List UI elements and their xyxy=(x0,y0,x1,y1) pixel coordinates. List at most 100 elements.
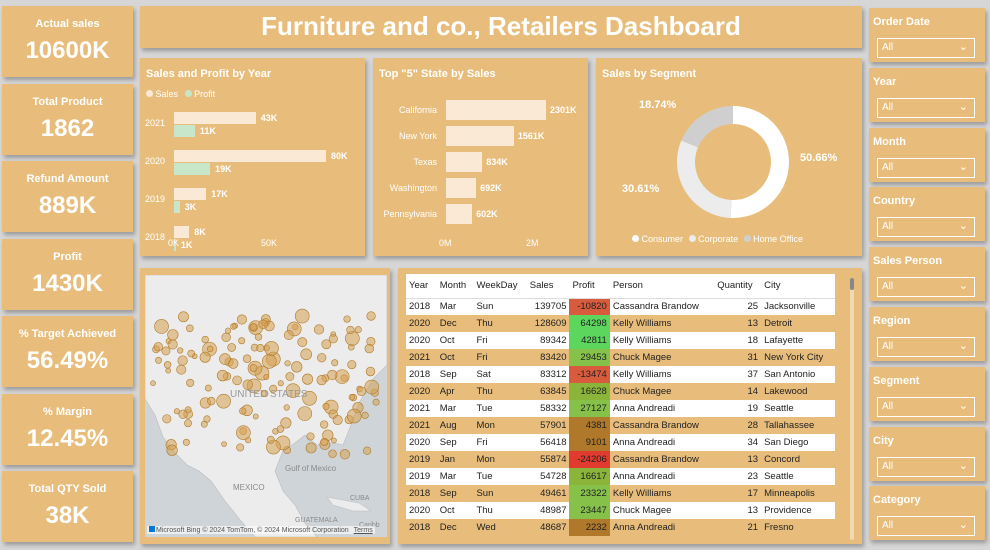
city-bubble[interactable] xyxy=(216,393,231,409)
city-bubble[interactable] xyxy=(297,337,308,348)
city-bubble[interactable] xyxy=(224,327,232,334)
chevron-down-icon[interactable]: ⌄ xyxy=(958,340,968,352)
top-states-chart[interactable]: Top "5" State by Sales California 2301K Ne… xyxy=(373,58,588,256)
city-bubble[interactable] xyxy=(313,324,325,335)
column-header[interactable]: WeekDay xyxy=(473,274,527,299)
city-bubble[interactable] xyxy=(276,425,285,433)
slicer-dropdown[interactable]: All ⌄ xyxy=(877,396,975,417)
column-header[interactable]: Sales xyxy=(526,274,570,299)
city-bubble[interactable] xyxy=(283,404,290,411)
table-row[interactable]: 2021 Aug Mon 57901 4381 Cassandra Brandow 28 Ta… xyxy=(406,417,835,434)
city-bubble[interactable] xyxy=(332,415,343,426)
state-bar[interactable] xyxy=(446,204,473,224)
city-bubble[interactable] xyxy=(221,441,227,447)
kpi-card[interactable]: Total Product 1862 xyxy=(2,83,133,155)
city-bubble[interactable] xyxy=(236,443,245,452)
map[interactable]: UNITED STATES Gulf of Mexico MEXICO GUAT… xyxy=(145,275,387,537)
city-bubble[interactable] xyxy=(364,379,380,395)
city-bubble[interactable] xyxy=(277,380,284,387)
table-scroll-thumb[interactable] xyxy=(850,278,854,290)
city-bubble[interactable] xyxy=(306,432,315,441)
city-bubble[interactable] xyxy=(372,398,380,406)
city-bubble[interactable] xyxy=(256,344,265,353)
column-header[interactable]: Person xyxy=(609,274,715,299)
city-bubble[interactable] xyxy=(331,359,339,367)
city-bubble[interactable] xyxy=(249,364,258,372)
table-scrollbar[interactable] xyxy=(850,278,854,540)
slicer-dropdown[interactable]: All ⌄ xyxy=(877,337,975,357)
city-bubble[interactable] xyxy=(285,372,295,381)
table-row[interactable]: 2018 Mar Sun 139705 -10820 Cassandra Brandow 2… xyxy=(406,298,835,315)
chevron-down-icon[interactable]: ⌄ xyxy=(958,220,968,233)
profit-bar[interactable] xyxy=(174,163,211,175)
state-bar[interactable] xyxy=(446,152,483,172)
chevron-down-icon[interactable]: ⌄ xyxy=(958,519,968,532)
city-bubble[interactable] xyxy=(365,366,376,377)
city-bubble[interactable] xyxy=(207,396,216,406)
city-bubble[interactable] xyxy=(348,394,356,401)
sales-bar[interactable] xyxy=(174,226,190,238)
city-bubble[interactable] xyxy=(285,383,301,398)
city-bubble[interactable] xyxy=(178,409,188,419)
city-bubble[interactable] xyxy=(150,380,156,387)
slicer[interactable]: Region All ⌄ xyxy=(869,307,985,361)
kpi-card[interactable]: Profit 1430K xyxy=(2,238,133,310)
profit-bar[interactable] xyxy=(174,201,180,213)
slicer[interactable]: Year All ⌄ xyxy=(869,67,985,122)
city-bubble[interactable] xyxy=(258,319,268,330)
kpi-card[interactable]: % Margin 12.45% xyxy=(2,393,133,465)
city-bubble[interactable] xyxy=(176,364,187,375)
city-bubble[interactable] xyxy=(291,361,303,373)
city-bubble[interactable] xyxy=(321,339,332,350)
sales-profit-chart[interactable]: Sales and Profit by Year Sales Profit 20… xyxy=(140,58,365,256)
city-bubble[interactable] xyxy=(334,369,350,384)
kpi-card[interactable]: Actual sales 10600K xyxy=(2,6,133,77)
city-bubble[interactable] xyxy=(302,390,317,406)
slicer-dropdown[interactable]: All ⌄ xyxy=(877,277,975,298)
city-bubble[interactable] xyxy=(182,438,190,446)
city-bubble[interactable] xyxy=(242,379,253,390)
city-bubble[interactable] xyxy=(219,353,231,365)
city-bubble[interactable] xyxy=(167,339,178,350)
city-bubble[interactable] xyxy=(236,425,251,441)
table-row[interactable]: 2020 Oct Fri 89342 42811 Kelly Williams 18 Lafa… xyxy=(406,332,835,349)
profit-bar[interactable] xyxy=(174,239,176,251)
city-bubble[interactable] xyxy=(284,360,291,367)
chevron-down-icon[interactable]: ⌄ xyxy=(958,280,968,293)
kpi-card[interactable]: % Target Achieved 56.49% xyxy=(2,316,133,387)
slicer-dropdown[interactable]: All ⌄ xyxy=(877,97,975,118)
city-bubble[interactable] xyxy=(236,314,247,325)
map-panel[interactable]: UNITED STATES Gulf of Mexico MEXICO GUAT… xyxy=(140,268,390,544)
city-bubble[interactable] xyxy=(154,319,169,334)
slicer-dropdown[interactable]: All ⌄ xyxy=(877,157,975,178)
slicer[interactable]: Sales Person All ⌄ xyxy=(869,247,985,302)
chevron-down-icon[interactable]: ⌄ xyxy=(958,399,968,412)
city-bubble[interactable] xyxy=(328,449,337,458)
city-bubble[interactable] xyxy=(266,435,275,444)
city-bubble[interactable] xyxy=(322,402,330,410)
city-bubble[interactable] xyxy=(261,353,277,369)
slicer[interactable]: Segment All ⌄ xyxy=(869,366,985,421)
city-bubble[interactable] xyxy=(249,323,258,331)
chevron-down-icon[interactable]: ⌄ xyxy=(958,160,968,173)
city-bubble[interactable] xyxy=(361,411,369,419)
city-bubble[interactable] xyxy=(153,342,163,352)
table-row[interactable]: 2018 Sep Sun 49461 23322 Kelly Williams 17 Minn… xyxy=(406,485,835,502)
state-bar[interactable] xyxy=(446,178,477,198)
city-bubble[interactable] xyxy=(242,354,252,363)
slicer[interactable]: Month All ⌄ xyxy=(869,127,985,182)
slicer[interactable]: Order Date All ⌄ xyxy=(869,8,985,62)
city-bubble[interactable] xyxy=(162,414,172,424)
map-terms-link[interactable]: Terms xyxy=(353,527,373,534)
city-bubble[interactable] xyxy=(173,408,180,415)
table-row[interactable]: 2020 Oct Thu 48987 23447 Chuck Magee 13 Provide… xyxy=(406,502,835,519)
table-row[interactable]: 2019 Mar Tue 54728 16617 Anna Andreadi 23 Seatt… xyxy=(406,468,835,485)
column-header[interactable]: Year xyxy=(406,274,437,299)
slicer[interactable]: Country All ⌄ xyxy=(869,187,985,242)
city-bubble[interactable] xyxy=(206,345,214,353)
slicer-dropdown[interactable]: All ⌄ xyxy=(877,516,975,537)
city-bubble[interactable] xyxy=(327,369,338,381)
city-bubble[interactable] xyxy=(320,437,329,446)
city-bubble[interactable] xyxy=(283,330,294,340)
city-bubble[interactable] xyxy=(347,360,357,370)
